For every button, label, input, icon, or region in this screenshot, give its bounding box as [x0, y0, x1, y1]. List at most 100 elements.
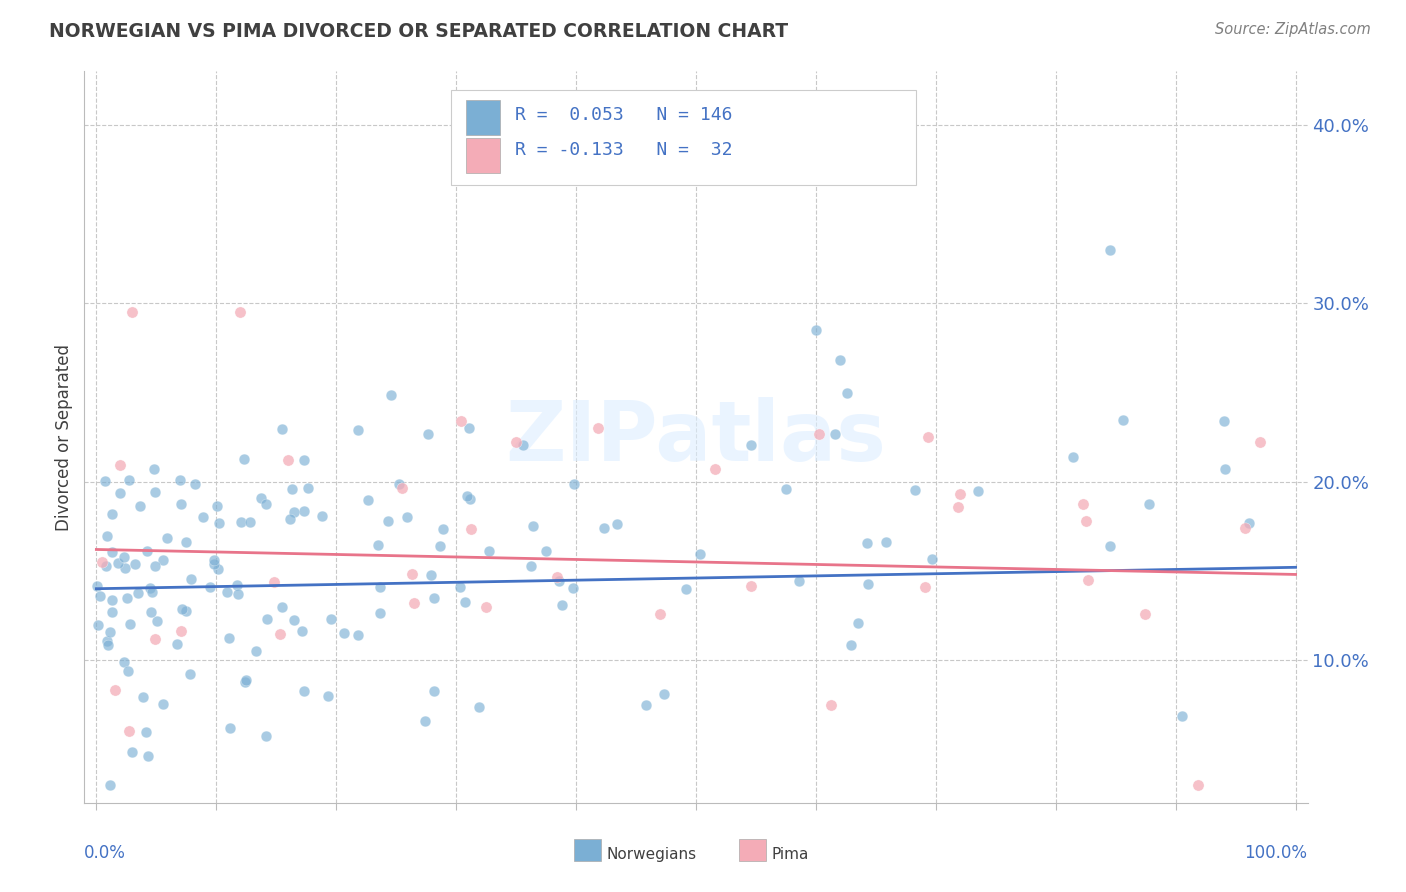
- Point: [388, 477, 411, 491]
- Point: [740, 579, 762, 593]
- Point: [245, 644, 267, 658]
- Point: [562, 582, 585, 596]
- Point: [229, 305, 252, 319]
- Point: [226, 587, 249, 601]
- Point: [396, 510, 419, 524]
- Point: [292, 452, 315, 467]
- Point: [96, 633, 118, 648]
- Point: [281, 482, 304, 496]
- Point: [136, 749, 159, 764]
- Point: [634, 698, 657, 712]
- FancyBboxPatch shape: [465, 138, 501, 173]
- Point: [367, 538, 389, 552]
- Point: [450, 414, 472, 428]
- Point: [505, 435, 527, 450]
- Point: [97, 638, 120, 652]
- Point: [856, 576, 879, 591]
- Text: 100.0%: 100.0%: [1244, 845, 1308, 863]
- Point: [100, 507, 122, 521]
- Text: ZIPatlas: ZIPatlas: [506, 397, 886, 477]
- Point: [207, 562, 229, 576]
- Point: [949, 487, 972, 501]
- Point: [454, 594, 477, 608]
- Point: [170, 497, 193, 511]
- Point: [180, 572, 202, 586]
- Point: [1137, 497, 1160, 511]
- Point: [449, 580, 471, 594]
- Point: [208, 516, 231, 531]
- Point: [704, 462, 727, 476]
- Point: [824, 426, 846, 441]
- Point: [233, 674, 256, 689]
- Point: [1187, 778, 1209, 792]
- Text: Pima: Pima: [772, 847, 810, 862]
- Point: [316, 690, 339, 704]
- Point: [112, 655, 135, 669]
- Point: [368, 580, 391, 594]
- Point: [820, 698, 842, 712]
- Point: [321, 612, 343, 626]
- Point: [475, 600, 498, 615]
- Point: [1074, 514, 1097, 528]
- Point: [606, 517, 628, 532]
- Point: [548, 574, 571, 588]
- Point: [278, 512, 301, 526]
- Point: [519, 558, 541, 573]
- Point: [271, 422, 294, 436]
- Point: [156, 531, 179, 545]
- Text: Norwegians: Norwegians: [606, 847, 697, 862]
- Point: [522, 519, 544, 533]
- Point: [256, 612, 278, 626]
- Point: [685, 168, 707, 182]
- Point: [191, 510, 214, 524]
- Point: [139, 582, 162, 596]
- Point: [184, 477, 207, 491]
- Point: [87, 618, 110, 632]
- Point: [263, 575, 285, 590]
- Point: [269, 626, 291, 640]
- Point: [235, 673, 257, 687]
- Point: [90, 555, 112, 569]
- Point: [839, 638, 862, 652]
- Point: [239, 515, 262, 529]
- Point: [198, 580, 221, 594]
- Point: [420, 567, 443, 582]
- Point: [101, 545, 124, 559]
- Point: [423, 591, 446, 606]
- Point: [402, 596, 425, 610]
- Point: [807, 426, 830, 441]
- Point: [380, 387, 402, 401]
- Point: [277, 453, 299, 467]
- Point: [117, 664, 139, 678]
- Point: [100, 605, 122, 619]
- Point: [562, 477, 585, 491]
- Point: [377, 514, 399, 528]
- Point: [143, 462, 166, 476]
- Point: [1098, 243, 1121, 257]
- Point: [1215, 462, 1237, 476]
- Point: [232, 452, 254, 467]
- Point: [174, 535, 197, 549]
- Point: [218, 721, 240, 735]
- Point: [115, 591, 138, 605]
- Point: [118, 724, 141, 739]
- Point: [675, 582, 697, 597]
- Point: [401, 566, 423, 581]
- Point: [333, 625, 356, 640]
- Point: [94, 474, 117, 488]
- Point: [416, 426, 439, 441]
- Point: [108, 485, 131, 500]
- Point: [132, 690, 155, 705]
- Point: [121, 746, 143, 760]
- Point: [357, 493, 380, 508]
- Point: [855, 536, 877, 550]
- Text: 0.0%: 0.0%: [84, 845, 127, 863]
- Y-axis label: Divorced or Separated: Divorced or Separated: [55, 343, 73, 531]
- Point: [689, 547, 711, 561]
- Point: [946, 500, 969, 514]
- Point: [104, 683, 127, 698]
- Point: [170, 624, 193, 639]
- Point: [124, 558, 146, 572]
- Point: [456, 489, 478, 503]
- Point: [917, 430, 939, 444]
